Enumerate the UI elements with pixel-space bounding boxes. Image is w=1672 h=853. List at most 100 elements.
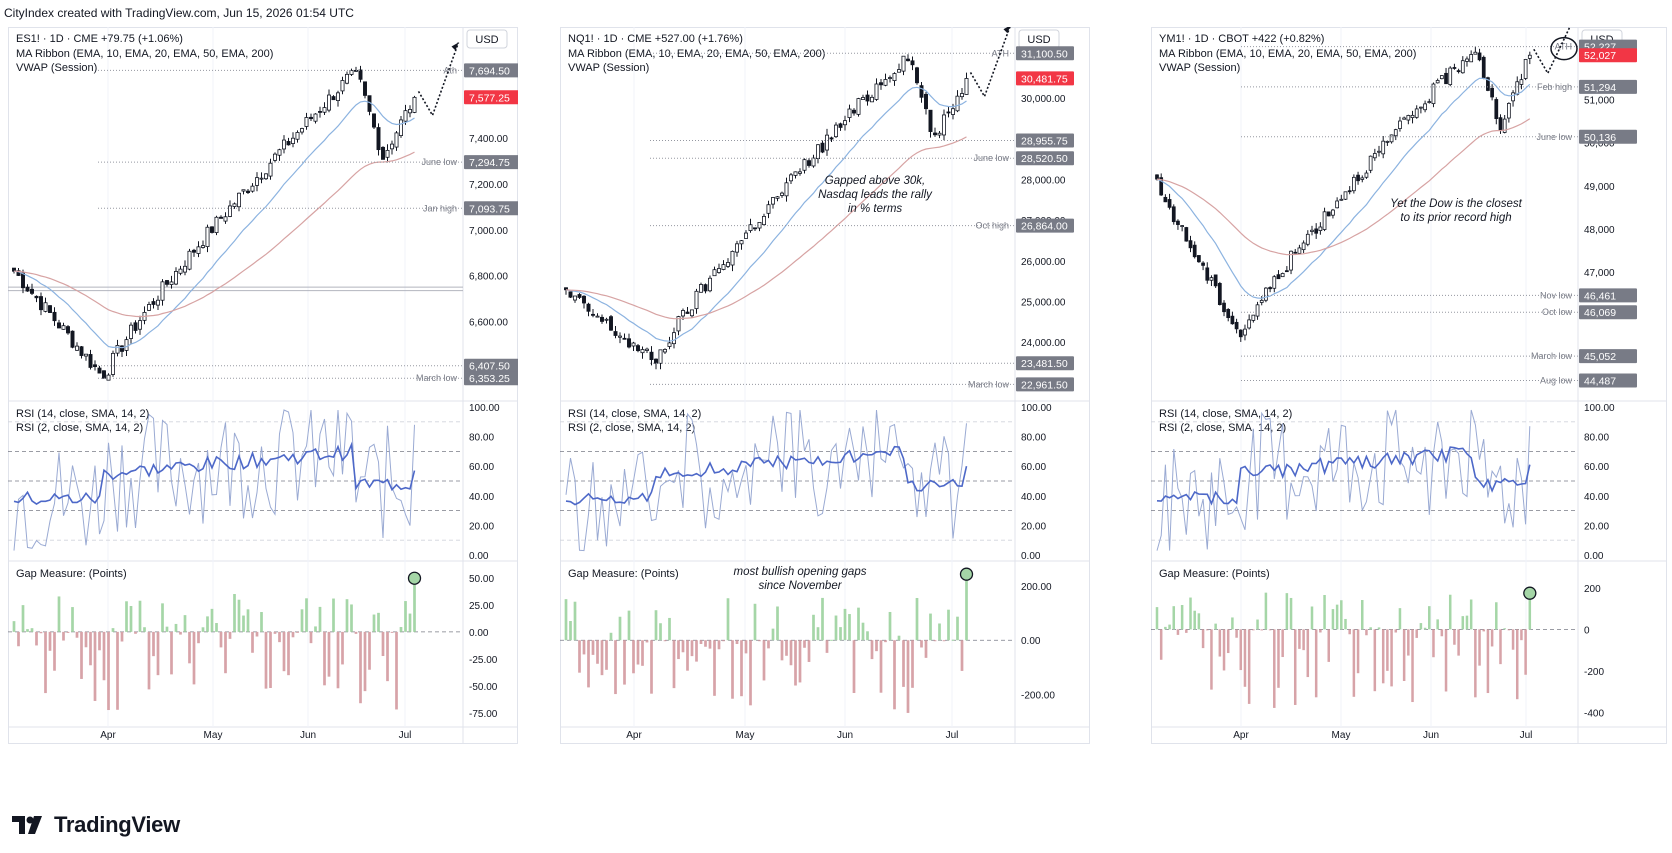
gap-bar [1490,629,1494,647]
candle-body [829,137,834,140]
candle-body [775,196,780,199]
gap-bar [1314,629,1318,698]
gap-bar [933,640,937,642]
gap-bar [857,607,860,641]
ym-chart-panel[interactable]: AprMayJunJulUSDYM1! · 1D · CBOT +422 (+0… [1151,27,1667,792]
candle-body [604,318,609,321]
gap-bar [192,631,196,685]
ema-line-slow [565,136,967,320]
gap-bar [780,640,784,661]
gap-bar [341,631,344,665]
candle-body [66,326,70,334]
price-tag-label: 28,955.75 [1021,136,1068,148]
gap-bar [1528,598,1532,630]
gap-bar [677,640,680,660]
candle-body [1251,314,1256,321]
gap-bar [636,640,640,665]
gap-bar [269,631,272,688]
candle-body [205,226,210,247]
candle-body [1217,283,1222,306]
candle-body [838,123,843,128]
candle-body [865,94,870,102]
candle-body [390,143,394,150]
level-label: March low [968,379,1010,389]
candle-body [897,69,901,73]
candle-body [196,246,201,254]
gap-bar [947,609,950,641]
candle-body [192,249,196,253]
gap-bar [219,631,223,648]
candle-body [636,345,640,352]
gap-bar [1310,606,1314,630]
candle-body [381,146,385,160]
gap-bar [1507,629,1511,631]
candle-body [1490,87,1494,98]
x-axis-label: May [1332,730,1351,741]
gap-bar [71,607,74,632]
candle-body [358,69,363,80]
gap-bar [1256,619,1259,630]
gap-bar [1327,629,1331,662]
ema-line-fast [1156,77,1531,299]
gap-bar [1264,592,1268,630]
nq-chart-panel[interactable]: Apr May Jun Jul USD NQ1! · 1D · CME +527.00 (… [560,27,1090,792]
candle-body [115,345,120,354]
indicator-legend: MA Ribbon (EMA, 10, EMA, 20, EMA, 50, EM… [1159,48,1416,60]
gap-bar [1168,624,1171,630]
gap-bar [305,598,308,632]
candle-body [129,324,133,339]
gap-bar [26,629,29,632]
candle-body [708,277,712,292]
gap-bar [924,640,928,658]
gap-bar [1419,623,1423,630]
candle-body [1247,319,1252,329]
candle-body [1511,92,1515,102]
gap-tick-label: -200.00 [1021,690,1055,701]
price-tag-label: 46,069 [1584,307,1616,319]
candle-body [888,77,892,79]
price-tag-label: 30,481.75 [1021,73,1068,85]
gap-bar [399,627,403,632]
price-tag-box [1016,71,1074,86]
gap-bar [1247,629,1251,704]
gap-tick-label: 0 [1584,625,1590,636]
candle-body [295,132,300,140]
candle-body [84,353,88,357]
rsi-legend: RSI (2, close, SMA, 14, 2) [16,422,143,434]
candle-body [1213,274,1218,287]
gap-bar [749,640,752,706]
gap-bar [62,631,65,641]
gap-bar [582,640,586,655]
candle-body [1456,70,1461,73]
candle-body [291,137,295,144]
gap-bar [803,640,806,648]
gap-bar [726,598,730,641]
candle-body [649,351,654,361]
rsi-tick-label: 60.00 [469,462,494,473]
level-label: Ath [443,65,457,75]
candle-body [124,339,129,351]
tradingview-logo[interactable]: TradingView [12,812,180,838]
gap-bar [1289,597,1293,630]
candle-body [1452,67,1457,69]
candle-body [286,141,291,146]
rsi-tick-label: 20.00 [1584,521,1609,532]
candle-body [789,174,793,182]
gap-bar [839,627,842,641]
candle-body [1473,51,1478,55]
gap-tick-label: -25.00 [469,655,498,666]
candle-body [892,73,897,81]
gap-highlight-circle [407,571,422,585]
candle-body [165,280,169,285]
candle-body [663,349,667,353]
candle-body [595,315,600,318]
gap-bar [654,610,658,641]
gap-bar [1218,629,1222,657]
gap-bar [645,640,649,643]
gap-bar [1164,626,1167,630]
gap-bar [1348,629,1351,635]
gap-bar [1273,629,1276,708]
gap-bar [1206,629,1209,631]
gap-bar [578,640,581,673]
es-chart-panel[interactable]: Apr May Jun Jul USD ES1! · 1D · CME +79.75 (+… [8,27,518,792]
